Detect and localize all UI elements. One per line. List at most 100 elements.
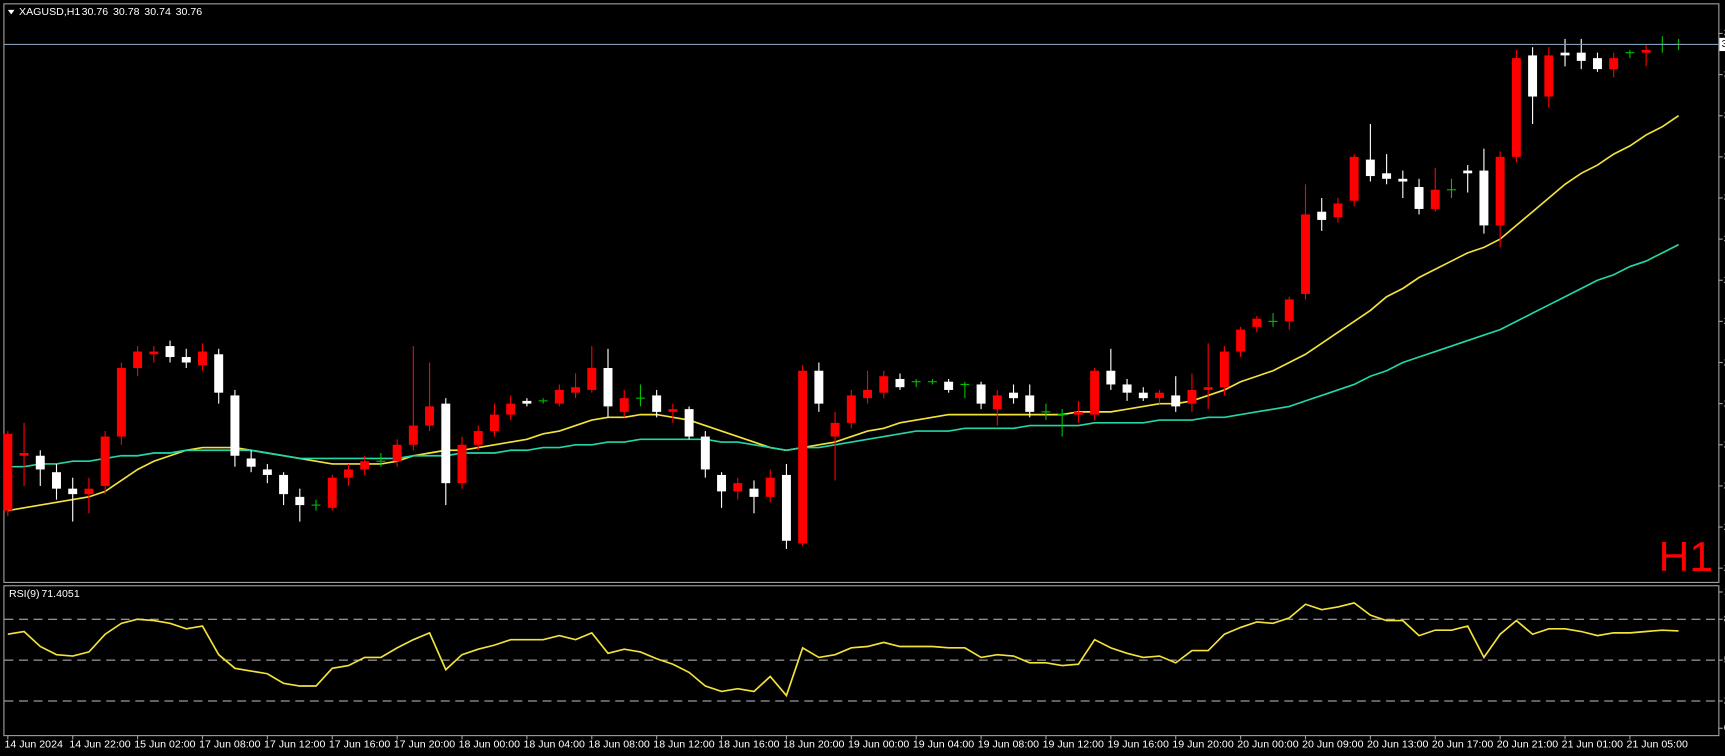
candle-body [1398, 178, 1408, 182]
candle-body [814, 370, 824, 404]
candle-body [1284, 299, 1294, 322]
candle-body [165, 346, 175, 358]
x-tick-label: 18 Jun 08:00 [588, 739, 649, 751]
x-tick-label: 21 Jun 01:00 [1562, 739, 1623, 751]
candle-body [457, 444, 467, 484]
candle-body [765, 477, 775, 497]
price-box [1719, 37, 1725, 52]
x-tick-label: 19 Jun 20:00 [1172, 739, 1233, 751]
candle-body [1203, 387, 1213, 390]
candle-body [181, 357, 191, 363]
rsi-value: 71.4051 [41, 588, 79, 600]
candle-body [1073, 411, 1083, 415]
x-tick-label: 20 Jun 21:00 [1497, 739, 1558, 751]
candle-body [392, 444, 402, 462]
rsi-line [7, 601, 1679, 698]
candle-body [1430, 189, 1440, 209]
candle-body [1382, 173, 1392, 179]
candle-body [1609, 58, 1619, 70]
y-tick-label: 29.15 [1724, 480, 1725, 492]
candle-body [1463, 170, 1473, 174]
candle-body [863, 389, 873, 399]
candle-body [100, 436, 110, 486]
y-tick-label: 29.45 [1724, 397, 1725, 409]
candle-body [1106, 370, 1116, 385]
rsi-y-tick-label: 100 [1724, 586, 1725, 598]
candle-body [749, 488, 759, 497]
y-tick-label: 30.35 [1724, 151, 1725, 163]
candle-body [1560, 52, 1570, 56]
rsi-y-tick-label: 20 [1724, 695, 1725, 707]
candle-body [35, 455, 45, 470]
candle-body [1592, 58, 1602, 70]
header-close: 30.76 [176, 6, 203, 18]
candle-body [1317, 211, 1327, 220]
x-tick-label: 17 Jun 16:00 [329, 739, 390, 751]
candle-body [1138, 392, 1148, 399]
candle-body [198, 351, 207, 366]
x-tick-label: 19 Jun 08:00 [978, 739, 1039, 751]
header-high: 30.78 [113, 6, 140, 18]
rsi-y-tick-label: 80 [1724, 613, 1725, 625]
header-low: 30.74 [144, 6, 171, 18]
timeframe-label: H1 [1659, 533, 1713, 580]
x-tick-label: 20 Jun 00:00 [1237, 739, 1298, 751]
candle-body [279, 474, 289, 495]
candle-body [1576, 52, 1586, 61]
x-tick-label: 14 Jun 2024 [4, 739, 63, 751]
candle-body [1236, 329, 1246, 352]
y-tick-label: 29.75 [1724, 315, 1725, 327]
candle-body [1301, 214, 1310, 294]
candle-body [830, 422, 840, 437]
candle-body [733, 483, 743, 492]
candle-body [684, 409, 694, 437]
candle-body [846, 395, 856, 423]
candle-body [1090, 370, 1100, 415]
candle-body [1009, 392, 1018, 399]
current-price: 30.76 [1722, 38, 1725, 50]
candle-body [473, 431, 483, 445]
x-tick-label: 19 Jun 00:00 [848, 739, 909, 751]
x-tick-label: 20 Jun 13:00 [1367, 739, 1428, 751]
candle-body [652, 395, 662, 412]
menu-triangle[interactable] [7, 9, 15, 15]
candle-body [1544, 55, 1554, 97]
rsi-title: RSI(9) [9, 588, 40, 600]
x-tick-label: 19 Jun 12:00 [1043, 739, 1104, 751]
candle-body [1025, 395, 1035, 412]
candle-body [976, 384, 986, 404]
candle-body [717, 474, 727, 492]
x-tick-label: 19 Jun 16:00 [1107, 739, 1168, 751]
x-tick-label: 17 Jun 12:00 [264, 739, 325, 751]
candle-body [798, 370, 808, 544]
candle-body [571, 387, 581, 393]
candle-body [246, 458, 256, 467]
candle-body [408, 425, 418, 445]
candle-body [1333, 203, 1343, 218]
candle-body [68, 488, 78, 495]
candle-body [1528, 55, 1538, 97]
candle-body [149, 351, 159, 355]
candle-body [3, 433, 13, 511]
x-tick-label: 14 Jun 22:00 [69, 739, 130, 751]
candle-body [1155, 392, 1164, 399]
x-tick-label: 20 Jun 17:00 [1432, 739, 1493, 751]
candle-body [1414, 187, 1424, 209]
rsi-y-tick-label: 50 [1724, 654, 1725, 666]
candle-body [1349, 156, 1359, 201]
candle-body [781, 474, 791, 541]
candle-body [52, 472, 61, 489]
candle-body [1479, 170, 1489, 226]
x-tick-label: 15 Jun 02:00 [134, 739, 195, 751]
candle-body [668, 409, 678, 412]
y-tick-label: 30.65 [1724, 68, 1725, 80]
header-open: 30.76 [82, 6, 109, 18]
y-tick-label: 30.05 [1724, 233, 1725, 245]
symbol-title: XAGUSD,H1 [19, 6, 80, 18]
y-tick-label: 29.60 [1724, 356, 1725, 368]
candle-body [1641, 49, 1651, 53]
candle-body [506, 403, 516, 415]
candle-body [295, 496, 305, 506]
